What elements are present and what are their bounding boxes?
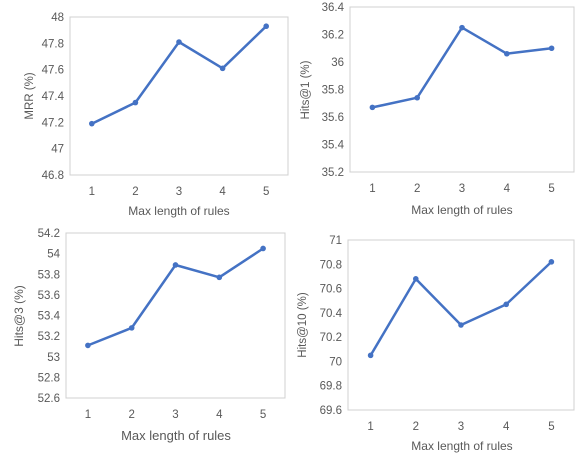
chart-1-data-point xyxy=(89,120,95,127)
chart-4-y-tick-label: 70.8 xyxy=(320,259,342,271)
chart-2-data-point xyxy=(459,24,465,31)
chart-3-data-point xyxy=(172,262,179,268)
chart-2-x-tick-label: 5 xyxy=(548,183,554,195)
chart-1-data-point xyxy=(219,65,226,72)
chart-3-x-tick-label: 3 xyxy=(172,409,178,421)
chart-2-y-tick-label: 36.2 xyxy=(322,30,344,42)
chart-1-x-tick-label: 1 xyxy=(89,186,95,198)
chart-2-data-point xyxy=(548,45,555,52)
chart-2-data-point xyxy=(369,104,376,111)
chart-3-y-tick-label: 52.8 xyxy=(38,372,60,384)
chart-4-series-line xyxy=(369,260,553,357)
chart-3-y-tick-label: 52.6 xyxy=(38,393,60,405)
chart-4-y-axis-label: Hits@10 (%) xyxy=(297,292,309,358)
chart-1-y-tick-label: 47.2 xyxy=(42,117,64,129)
chart-3-x-tick-label: 5 xyxy=(260,409,266,421)
chart-1-y-axis-label: MRR (%) xyxy=(24,72,36,119)
chart-1-y-tick-label: 47.6 xyxy=(42,65,64,77)
chart-2-y-tick-label: 36.4 xyxy=(322,2,345,14)
chart-4-plot-frame xyxy=(347,239,575,411)
chart-3-data-point xyxy=(216,274,223,281)
chart-4-data-point xyxy=(503,301,510,308)
chart-1-y-tick-label: 47 xyxy=(51,144,64,156)
chart-4-x-tick-label: 2 xyxy=(413,421,419,433)
chart-1-data-point xyxy=(176,39,182,45)
chart-2-y-tick-label: 35.6 xyxy=(322,112,344,124)
chart-1-y-tick-label: 48 xyxy=(51,12,64,24)
chart-2-y-tick-label: 35.4 xyxy=(322,140,345,152)
chart-2-x-tick-label: 1 xyxy=(369,183,375,195)
chart-1-data-point xyxy=(132,99,139,106)
chart-2-data-point xyxy=(504,50,510,57)
chart-4-y-tick-label: 71 xyxy=(329,235,342,247)
chart-4-x-tick-label: 4 xyxy=(503,421,510,433)
chart-1-y-tick-label: 46.8 xyxy=(42,170,64,182)
chart-3-y-tick-label: 53.8 xyxy=(38,269,60,281)
chart-3-x-tick-label: 2 xyxy=(128,409,134,421)
chart-3-plot-frame xyxy=(65,232,286,399)
chart-1-x-tick-label: 3 xyxy=(176,186,182,198)
chart-4-y-tick-label: 69.8 xyxy=(320,381,342,393)
chart-3-y-tick-label: 54.2 xyxy=(38,228,60,240)
chart-1-x-tick-label: 5 xyxy=(263,186,269,198)
chart-4-x-tick-label: 3 xyxy=(458,421,464,433)
chart-2-y-tick-label: 35.8 xyxy=(322,85,344,97)
chart-3-y-tick-label: 53 xyxy=(47,352,60,364)
chart-3-data-point xyxy=(260,245,266,252)
chart-2-x-tick-label: 2 xyxy=(414,183,420,195)
chart-4-x-axis-label: Max length of rules xyxy=(411,439,512,453)
chart-3-y-tick-label: 53.2 xyxy=(38,331,60,343)
chart-3-y-tick-label: 53.4 xyxy=(38,311,61,323)
chart-2-y-tick-label: 35.2 xyxy=(322,167,344,179)
chart-1-x-tick-label: 2 xyxy=(132,186,138,198)
chart-1-y-tick-label: 47.8 xyxy=(42,38,64,50)
chart-3-data-point xyxy=(128,325,135,331)
chart-3-y-tick-label: 53.6 xyxy=(38,290,60,302)
chart-2-series-line xyxy=(371,26,553,109)
chart-1-y-tick-label: 47.4 xyxy=(42,91,65,103)
chart-3-x-tick-label: 1 xyxy=(85,409,91,421)
chart-1-x-tick-label: 4 xyxy=(219,186,226,198)
chart-3-y-axis-label: Hits@3 (%) xyxy=(12,285,26,347)
chart-2-plot-frame xyxy=(349,6,575,173)
chart-1-data-point xyxy=(263,23,270,30)
chart-2-data-point xyxy=(414,94,421,101)
chart-4-y-tick-label: 69.6 xyxy=(320,405,342,417)
chart-2-x-axis-label: Max length of rules xyxy=(411,203,512,217)
chart-4-y-tick-label: 70.2 xyxy=(320,332,342,344)
chart-3-data-point xyxy=(85,342,91,349)
chart-4-data-point xyxy=(413,276,419,282)
chart-4-data-point xyxy=(548,259,555,265)
chart-2-x-tick-label: 3 xyxy=(459,183,465,195)
chart-4-y-tick-label: 70 xyxy=(329,356,342,368)
chart-4-y-tick-label: 70.6 xyxy=(320,284,342,296)
chart-4-x-tick-label: 5 xyxy=(548,421,554,433)
chart-4-x-tick-label: 1 xyxy=(367,421,373,433)
chart-1-plot-frame xyxy=(69,16,289,176)
chart-4-data-point xyxy=(367,352,374,359)
chart-3-x-tick-label: 4 xyxy=(216,409,223,421)
chart-1-x-axis-label: Max length of rules xyxy=(128,204,229,218)
chart-4-data-point xyxy=(458,322,464,328)
chart-3-y-tick-label: 54 xyxy=(47,249,60,261)
chart-2-y-tick-label: 36 xyxy=(331,57,344,69)
chart-2-x-tick-label: 4 xyxy=(504,183,511,195)
chart-3-x-axis-label: Max length of rules xyxy=(121,428,231,443)
chart-4-y-tick-label: 70.4 xyxy=(320,308,343,320)
chart-2-y-axis-label: Hits@1 (%) xyxy=(300,60,312,119)
